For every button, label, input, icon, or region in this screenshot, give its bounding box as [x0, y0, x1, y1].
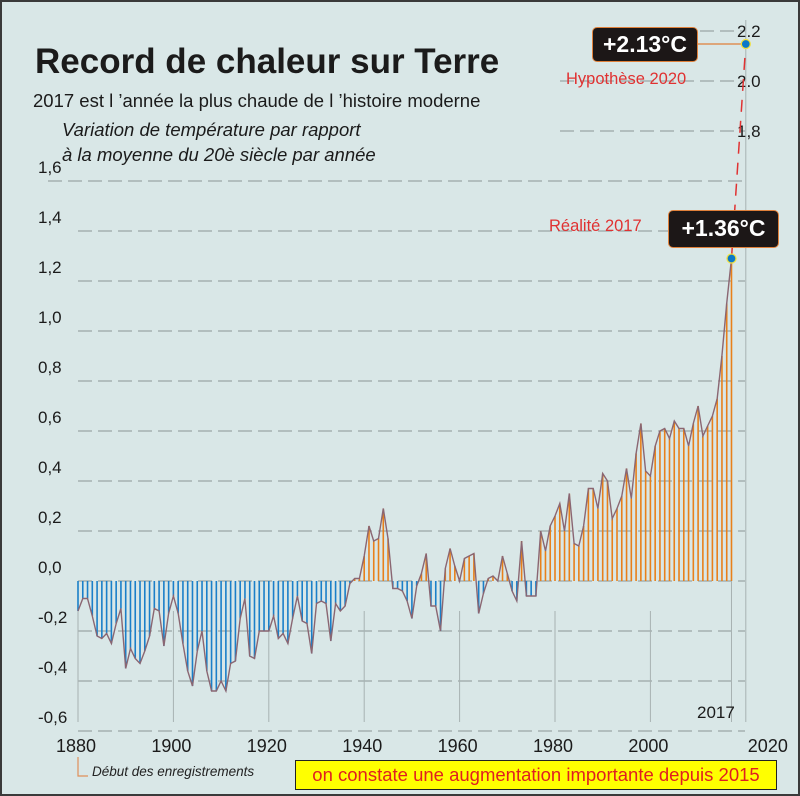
- description-line-2: à la moyenne du 20è siècle par année: [62, 144, 376, 165]
- x-tick-label: 2020: [748, 736, 788, 756]
- y-tick-label: 1,0: [38, 308, 62, 327]
- year-2017-label: 2017: [697, 703, 735, 722]
- x-tick-label: 1940: [342, 736, 382, 756]
- hypothesis-marker: [740, 38, 751, 50]
- x-tick-label: 1920: [247, 736, 287, 756]
- note-box: on constate une augmentation importante …: [295, 760, 777, 790]
- chart-subtitle: 2017 est l ’année la plus chaude de l ’h…: [33, 90, 481, 111]
- y-tick-label: -0,4: [38, 658, 67, 677]
- temperature-line: [77, 258, 733, 694]
- x-tick-label: 1880: [56, 736, 96, 756]
- y-tick-label: 0,4: [38, 458, 62, 477]
- x-tick-label: 1980: [533, 736, 573, 756]
- start-bracket: [77, 757, 88, 777]
- description-line-1: Variation de température par rapport: [62, 119, 361, 140]
- y-tick-label: 0,6: [38, 408, 62, 427]
- y-tick-label: -0,6: [38, 708, 67, 727]
- start-records-label: Début des enregistrements: [92, 764, 255, 779]
- y-tick-label-right: 2.2: [737, 22, 761, 41]
- projection-dashed-line: [730, 43, 747, 259]
- x-tick-label: 1960: [438, 736, 478, 756]
- y-tick-label-right: 2.0: [737, 72, 761, 91]
- x-tick-label: 2000: [628, 736, 668, 756]
- chart-title: Record de chaleur sur Terre: [35, 42, 500, 81]
- y-tick-label: 1,4: [38, 208, 62, 227]
- hypothesis-value-box: +2.13°C: [592, 27, 698, 62]
- reality-label: Réalité 2017: [549, 217, 642, 235]
- y-tick-label: 0,0: [38, 558, 62, 577]
- y-tick-label-right: 1,8: [737, 122, 761, 141]
- reality-marker: [726, 253, 737, 264]
- x-tick-label: 1900: [151, 736, 191, 756]
- hypothesis-label: Hypothèse 2020: [566, 70, 687, 88]
- y-tick-label: 0,8: [38, 358, 62, 377]
- y-tick-label: 1,6: [38, 158, 62, 177]
- y-tick-label: -0,2: [38, 608, 67, 627]
- y-tick-label: 0,2: [38, 508, 62, 527]
- y-tick-label: 1,2: [38, 258, 62, 277]
- reality-value-box: +1.36°C: [668, 210, 779, 248]
